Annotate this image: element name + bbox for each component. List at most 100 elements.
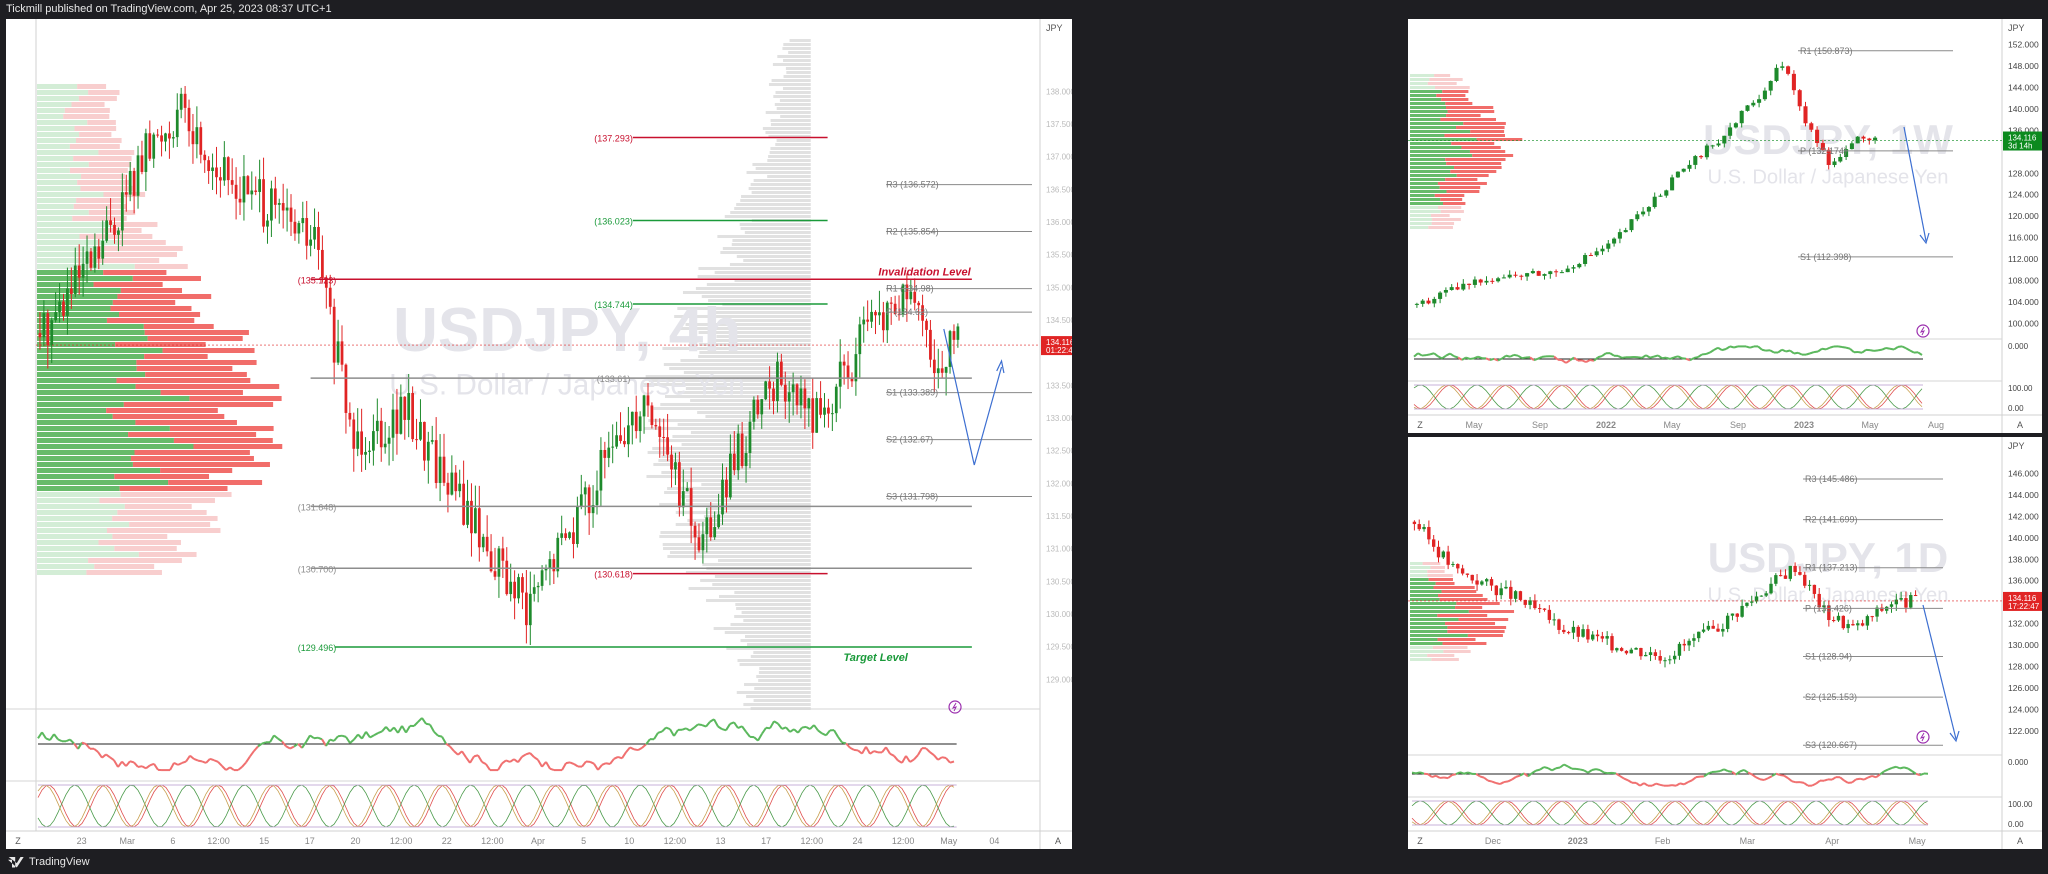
candle-up: [1496, 278, 1501, 282]
rsi-segment: [1679, 782, 1685, 786]
candle-up: [1687, 640, 1691, 646]
volume-profile-bar-down: [1431, 658, 1459, 661]
candle-down: [1619, 648, 1624, 651]
volume-profile-bar-down: [1431, 222, 1455, 225]
rsi-segment: [65, 738, 71, 743]
candle-up: [1701, 629, 1706, 632]
volume-profile-bar-down: [1458, 618, 1509, 621]
rsi-segment: [281, 740, 287, 747]
volume-profile-right-bar: [782, 47, 811, 50]
price-tick: 152.000: [2008, 40, 2039, 50]
chart-panel-1d[interactable]: USDJPY, 1D U.S. Dollar / Japanese Yen R3 (…: [1408, 437, 2042, 849]
rsi-segment: [1687, 779, 1693, 784]
candle-up: [368, 450, 371, 452]
volume-profile-bar-up: [37, 270, 104, 275]
oscillator-tick: 0.000: [2008, 758, 2029, 767]
volume-profile-bar-up: [37, 306, 111, 311]
rsi-segment: [545, 761, 551, 770]
rsi-segment: [685, 727, 691, 732]
rsi-segment: [1789, 349, 1795, 355]
auto-scale-button[interactable]: A: [1055, 836, 1061, 846]
price-tick: 132.000: [1046, 479, 1072, 488]
volume-profile-bar-down: [1456, 174, 1489, 177]
auto-scale-button[interactable]: A: [2017, 836, 2023, 846]
time-tick: 22: [442, 836, 452, 846]
price-tick: 131.500: [1046, 512, 1072, 521]
volume-profile-bar-down: [1427, 570, 1445, 573]
candle-up: [1617, 232, 1622, 239]
volume-profile-bar-down: [77, 84, 107, 89]
volume-profile-right-bar: [677, 391, 811, 394]
candle-up: [1733, 123, 1738, 128]
rsi-segment: [1769, 349, 1775, 354]
rsi-segment: [1837, 345, 1843, 348]
candle-up: [1441, 551, 1446, 558]
volume-profile-bar-up: [1410, 150, 1470, 153]
chart-canvas-4h[interactable]: USDJPY, 4hU.S. Dollar / Japanese Yen (137…: [6, 19, 1072, 849]
rsi-segment: [1839, 776, 1845, 782]
volume-profile-bar-down: [147, 336, 243, 341]
candle-up: [1889, 604, 1894, 607]
rsi-segment: [1595, 768, 1601, 772]
volume-profile-bar-up: [37, 276, 133, 281]
candle-down: [395, 409, 399, 434]
auto-scale-button[interactable]: A: [2017, 420, 2023, 430]
price-badge: [2003, 591, 2042, 611]
candle-down: [477, 508, 481, 548]
rsi-segment: [1493, 357, 1499, 362]
candle-up: [1664, 190, 1669, 196]
rsi-segment: [581, 760, 587, 768]
volume-profile-bar-down: [119, 486, 228, 491]
candle-down: [658, 426, 662, 437]
candle-down: [1610, 636, 1614, 651]
candle-up: [309, 239, 313, 246]
rsi-segment: [1885, 346, 1891, 350]
rsi-segment: [289, 745, 295, 750]
timezone-button[interactable]: Z: [1417, 836, 1423, 846]
volume-profile-right-bar: [664, 395, 811, 398]
candle-down: [340, 341, 344, 365]
volume-profile-right-bar: [661, 471, 811, 474]
timezone-button[interactable]: Z: [15, 836, 21, 846]
rsi-segment: [773, 720, 779, 725]
volume-profile-bar-up: [37, 294, 118, 299]
pivot-label: R1 (137.213): [1805, 563, 1858, 573]
rsi-segment: [429, 724, 435, 733]
rsi-segment: [601, 762, 607, 766]
rsi-segment: [113, 759, 119, 768]
rsi-segment: [949, 760, 955, 764]
candle-down: [1446, 551, 1450, 565]
rsi-segment: [1475, 773, 1481, 778]
rsi-segment: [1849, 347, 1855, 353]
volume-profile-bar-down: [1469, 150, 1506, 153]
rsi-segment: [101, 753, 107, 759]
volume-profile-bar-down: [1427, 654, 1455, 657]
volume-profile-right-bar: [680, 359, 811, 362]
volume-profile-right-bar: [683, 371, 811, 374]
rsi-segment: [1903, 766, 1909, 770]
rsi-segment: [801, 725, 807, 729]
volume-profile-bar-down: [79, 132, 112, 137]
volume-profile-bar-up: [37, 120, 88, 125]
time-tick: Sep: [1532, 420, 1548, 430]
chart-panel-4h[interactable]: USDJPY, 4h U.S. Dollar / Japanese Yen (137…: [6, 19, 1072, 849]
chart-panel-1w[interactable]: USDJPY, 1W U.S. Dollar / Japanese Yen R1 (…: [1408, 19, 2042, 433]
rsi-segment: [257, 742, 263, 748]
volume-profile-bar-down: [145, 372, 247, 377]
volume-profile-bar-down: [1435, 582, 1455, 585]
volume-profile-bar-down: [87, 120, 116, 125]
tradingview-logo[interactable]: TradingView: [8, 856, 90, 868]
volume-profile-bar-down: [1427, 82, 1457, 85]
watermark-description: U.S. Dollar / Japanese Yen: [1708, 166, 1949, 188]
candle-down: [1658, 655, 1662, 661]
volume-profile-bar-up: [1410, 638, 1438, 641]
volume-profile-right-bar: [783, 59, 811, 62]
candle-up: [1414, 303, 1419, 305]
candle-up: [1693, 156, 1698, 165]
candle-down: [1682, 643, 1686, 646]
volume-profile-bar-down: [1456, 602, 1500, 605]
candle-up: [1692, 638, 1696, 641]
timezone-button[interactable]: Z: [1417, 420, 1423, 430]
